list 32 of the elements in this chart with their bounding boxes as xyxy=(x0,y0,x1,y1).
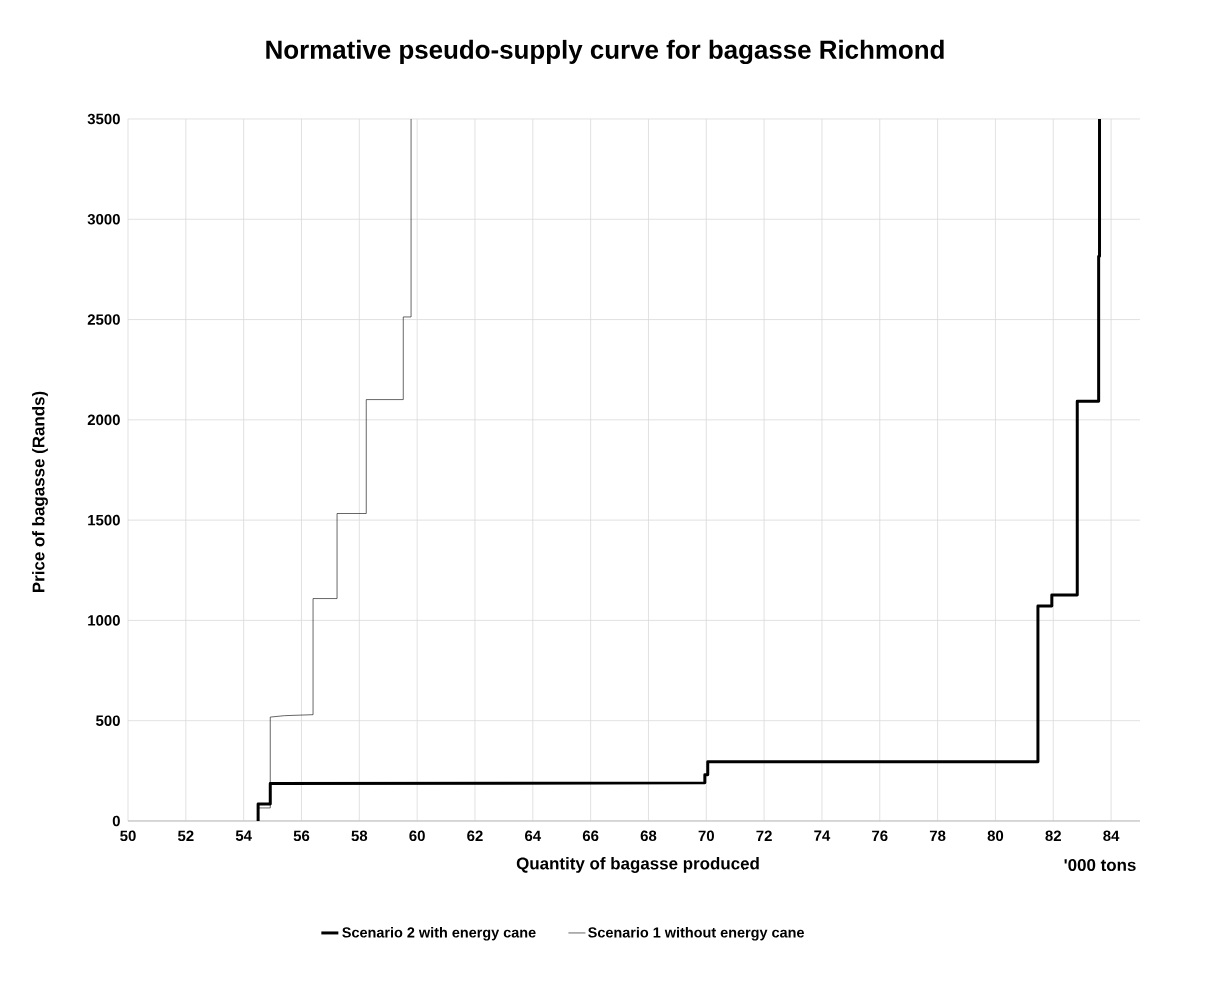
x-tick-label: 72 xyxy=(756,830,772,841)
y-tick-label: 3000 xyxy=(87,213,120,225)
y-tick-label: 1500 xyxy=(88,514,120,526)
x-tick-label: 50 xyxy=(120,830,136,842)
y-tick-label: 3500 xyxy=(87,113,120,125)
y-tick-label: 500 xyxy=(96,715,120,726)
x-tick-label: 54 xyxy=(235,830,252,841)
x-tick-label: 58 xyxy=(351,830,368,842)
y-axis-title: Price of bagasse (Rands) xyxy=(32,391,48,593)
x-tick-label: 66 xyxy=(582,830,599,842)
legend-label: Scenario 2 with energy cane xyxy=(342,926,536,941)
x-tick-label: 78 xyxy=(929,830,946,842)
text: '000 tons xyxy=(1064,858,1136,871)
y-tick-label: 2000 xyxy=(87,414,120,426)
x-tick-label: 70 xyxy=(698,830,714,842)
x-tick-label: 84 xyxy=(1103,830,1120,842)
x-tick-label: 52 xyxy=(177,830,194,842)
x-tick-label: 62 xyxy=(467,830,483,842)
x-tick-label: 82 xyxy=(1045,830,1061,842)
x-tick-label: 74 xyxy=(814,830,831,841)
y-tick-label: 0 xyxy=(112,815,120,827)
x-tick-label: 56 xyxy=(293,830,310,842)
x-tick-label: 80 xyxy=(987,830,1004,842)
x-axis-title: Quantity of bagasse produced xyxy=(516,857,759,873)
legend-label: Scenario 1 without energy cane xyxy=(588,926,804,941)
chart-title: Normative pseudo-supply curve for bagasse Richmond xyxy=(266,39,944,65)
x-tick-label: 64 xyxy=(525,830,542,842)
y-tick-label: 1000 xyxy=(88,615,120,626)
x-tick-label: 76 xyxy=(872,830,888,842)
y-tick-label: 2500 xyxy=(87,314,120,325)
x-tick-label: 60 xyxy=(409,830,425,842)
x-tick-label: 68 xyxy=(640,830,657,842)
